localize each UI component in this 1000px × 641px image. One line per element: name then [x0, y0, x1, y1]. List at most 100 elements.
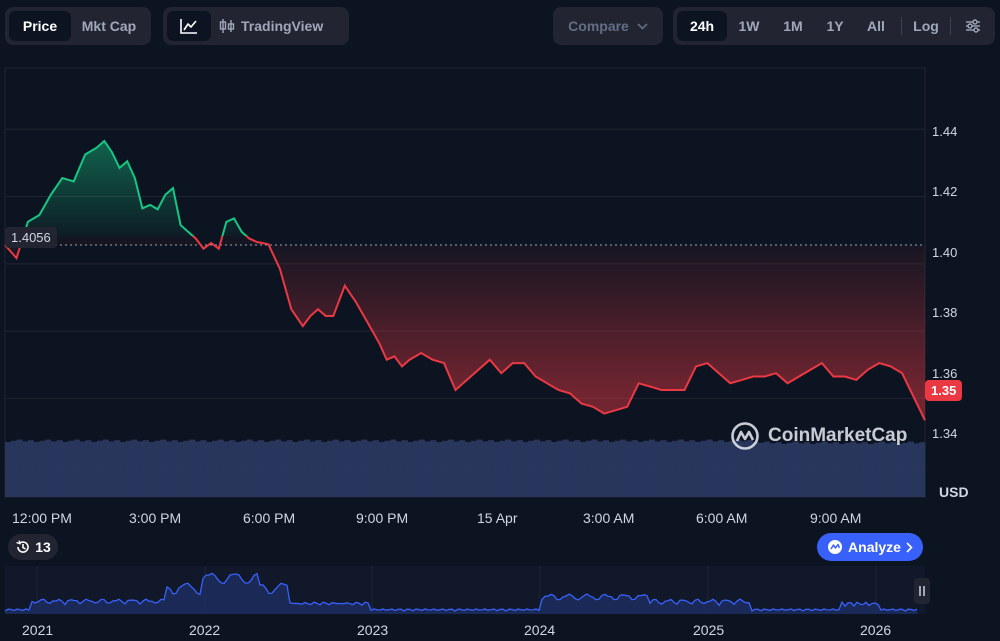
- volume-bar: [476, 439, 483, 497]
- volume-bar: [442, 440, 449, 497]
- volume-bar: [580, 442, 587, 497]
- volume-bar: [240, 440, 247, 497]
- volume-bar: [867, 444, 874, 497]
- navigator-line: [4, 572, 918, 612]
- volume-bar: [183, 440, 190, 497]
- volume-bar: [626, 441, 633, 497]
- range-all[interactable]: All: [867, 18, 885, 34]
- volume-bar: [677, 439, 684, 497]
- x-tick: 15 Apr: [477, 510, 518, 526]
- x-tick: 3:00 AM: [583, 510, 635, 526]
- volume-bar: [585, 440, 592, 497]
- tab-price[interactable]: Price: [9, 11, 71, 41]
- volume-bar: [459, 440, 466, 497]
- volume-bar: [401, 440, 408, 497]
- x-tick: 12:00 PM: [12, 510, 72, 526]
- volume-bar: [143, 440, 150, 497]
- volume-bar: [643, 440, 650, 497]
- volume-bar: [298, 440, 305, 497]
- volume-bar: [85, 440, 92, 497]
- volume-bar: [396, 441, 403, 497]
- tradingview-button[interactable]: TradingView: [211, 11, 331, 41]
- volume-bar: [304, 439, 311, 497]
- volume-bar: [568, 441, 575, 497]
- volume-bar: [597, 441, 604, 497]
- volume-bar: [574, 440, 581, 497]
- range-selector: 24h 1W 1M 1Y All Log: [673, 7, 995, 45]
- volume-bar: [361, 439, 368, 497]
- volume-bar: [516, 440, 523, 497]
- price-line-up: [22, 139, 248, 236]
- volume-bar: [281, 441, 288, 497]
- volume-bar: [28, 440, 35, 497]
- currency-label: USD: [939, 484, 969, 500]
- volume-bar: [62, 442, 69, 497]
- x-tick: 3:00 PM: [129, 510, 182, 526]
- y-tick: 1.34: [932, 426, 958, 441]
- range-24h[interactable]: 24h: [677, 11, 727, 41]
- range-navigator[interactable]: [4, 566, 925, 614]
- volume-bar: [631, 440, 638, 497]
- x-tick: 9:00 AM: [810, 510, 862, 526]
- volume-bar: [68, 440, 75, 497]
- chevron-right-icon: [906, 541, 913, 553]
- volume-bar: [700, 440, 707, 497]
- volume-bar: [235, 442, 242, 497]
- range-1m[interactable]: 1M: [783, 18, 803, 34]
- volume-bar: [436, 442, 443, 497]
- range-1y[interactable]: 1Y: [826, 18, 844, 34]
- volume-bar: [666, 442, 673, 497]
- coinmarketcap-logo-icon: [731, 422, 759, 450]
- volume-bar: [292, 442, 299, 497]
- volume-bar: [534, 439, 541, 497]
- volume-bar: [683, 441, 690, 497]
- volume-bar: [896, 444, 903, 497]
- volume-bar: [269, 440, 276, 497]
- analyze-button[interactable]: Analyze: [817, 533, 923, 561]
- volume-bar: [505, 439, 512, 497]
- line-chart-button[interactable]: [167, 11, 211, 41]
- volume-bar: [229, 440, 236, 497]
- sliders-icon: [966, 19, 980, 33]
- range-divider: [901, 17, 902, 35]
- volume-bar: [499, 440, 506, 497]
- volume-bar: [913, 443, 920, 497]
- tab-market-cap[interactable]: Mkt Cap: [81, 18, 137, 34]
- volume-bar: [522, 442, 529, 497]
- volume-bar: [223, 441, 230, 497]
- volume-bar: [275, 439, 282, 497]
- volume-bar: [706, 439, 713, 497]
- analyze-label: Analyze: [848, 539, 901, 555]
- volume-bar: [884, 443, 891, 497]
- volume-bar: [827, 443, 834, 497]
- volume-bar: [511, 441, 518, 497]
- chart-settings-button[interactable]: [955, 11, 991, 41]
- volume-bar: [810, 444, 817, 497]
- events-button[interactable]: 13: [8, 534, 58, 560]
- range-1w[interactable]: 1W: [738, 18, 760, 34]
- volume-bar: [608, 442, 615, 497]
- last-price-tag: 1.35: [925, 380, 963, 401]
- volume-bar: [919, 442, 926, 497]
- volume-bar: [33, 442, 40, 497]
- tradingview-label: TradingView: [241, 18, 324, 34]
- volume-bar: [286, 440, 293, 497]
- volume-bar: [620, 439, 627, 497]
- x-tick: 6:00 PM: [243, 510, 296, 526]
- volume-bar: [718, 440, 725, 497]
- volume-bar: [557, 440, 564, 497]
- volume-bar: [447, 439, 454, 497]
- volume-bar: [263, 442, 270, 497]
- compare-dropdown[interactable]: Compare: [553, 7, 663, 45]
- volume-bar: [10, 440, 17, 497]
- volume-bar: [177, 442, 184, 497]
- navigator-handle[interactable]: [914, 578, 930, 604]
- volume-bar: [79, 441, 86, 497]
- price-area-up: [23, 141, 247, 236]
- volume-bar: [390, 439, 397, 497]
- volume-bar: [844, 442, 851, 497]
- volume-bar: [879, 441, 886, 497]
- log-scale-toggle[interactable]: Log: [913, 18, 939, 34]
- volume-bar: [189, 439, 196, 497]
